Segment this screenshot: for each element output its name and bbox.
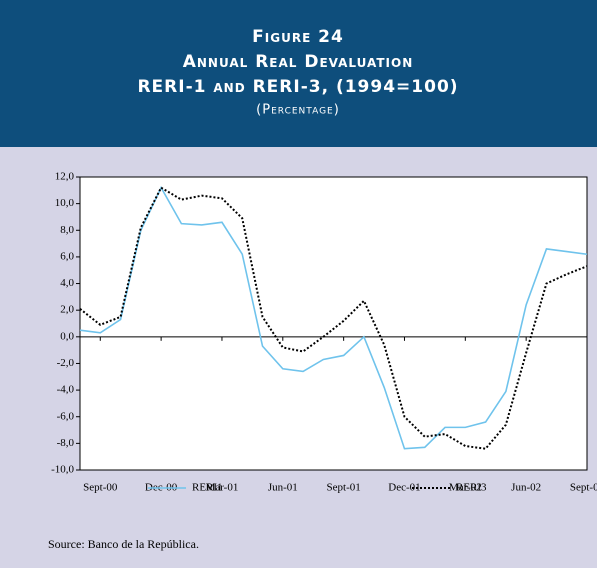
y-tick-label: -6,0 — [57, 410, 75, 422]
x-tick-label: Sept-01 — [327, 482, 361, 494]
y-tick-label: -8,0 — [57, 437, 75, 449]
x-tick-label: Sept-00 — [83, 482, 118, 494]
y-tick-label: 2,0 — [60, 304, 74, 316]
y-tick-label: -4,0 — [57, 384, 75, 396]
y-tick-label: 6,0 — [60, 250, 74, 262]
chart-title: Annual Real Devaluation — [183, 52, 414, 72]
x-tick-label: Jun-01 — [268, 482, 298, 494]
plot-area — [79, 176, 588, 471]
chart-subtitle: (Percentage) — [256, 103, 340, 118]
chart-title: Figure 24 — [252, 27, 344, 47]
series-line — [79, 185, 588, 450]
y-tick-label: 10,0 — [55, 197, 75, 209]
legend-label: RERI3 — [456, 482, 487, 494]
y-tick-label: 0,0 — [60, 330, 74, 342]
series-line — [79, 186, 588, 450]
x-tick-label: Mar-01 — [206, 482, 239, 494]
y-tick-label: 8,0 — [60, 224, 74, 236]
source-note: Source: Banco de la República. — [48, 537, 199, 551]
x-tick-label: Sept-02 — [570, 482, 597, 494]
x-tick-label: Dec-01 — [388, 482, 420, 494]
legend-label: RERI1 — [192, 482, 223, 494]
y-tick-label: 4,0 — [60, 277, 74, 289]
x-tick-label: Mar-02 — [449, 482, 482, 494]
y-tick-label: 12,0 — [55, 171, 75, 183]
header-band — [0, 0, 597, 147]
y-tick-label: -10,0 — [51, 464, 74, 476]
x-tick-label: Jun-02 — [511, 482, 541, 494]
y-tick-label: -2,0 — [57, 357, 75, 369]
chart-title: RERI-1 and RERI-3, (1994=100) — [137, 77, 458, 97]
